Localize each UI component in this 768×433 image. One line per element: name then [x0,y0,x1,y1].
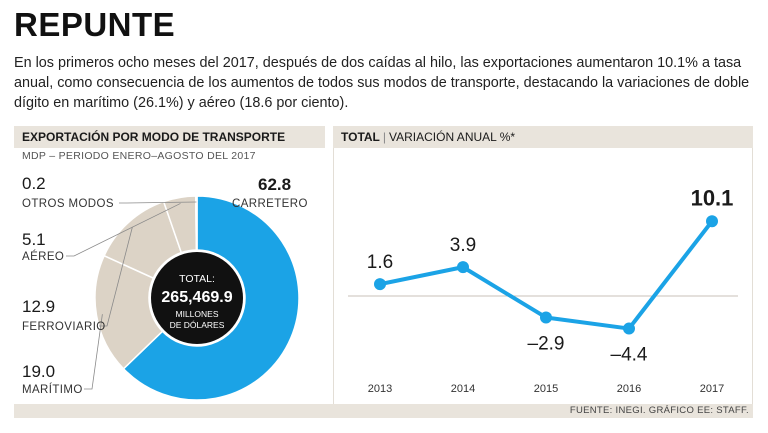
data-label-2016: –4.4 [611,345,648,366]
donut-value-label: 12.9 [22,297,55,316]
donut-slice-mar-timo [94,254,164,370]
donut-leader-line [99,226,133,327]
donut-leader-line [84,314,103,390]
donut-slice-carretero [122,195,300,401]
source-credit: FUENTE: INEGI. GRÁFICO EE: STAFF. [569,405,749,416]
line-chart-panel: 1.6 2013 3.9 2014 –2.9 2015 –4.4 2016 10.1 2017 [333,148,753,404]
x-tick-2016: 2016 [617,383,641,395]
total-unit-line1: MILLONES [176,309,219,319]
data-point-2014 [457,261,469,274]
donut-value-label: 5.1 [22,230,46,249]
donut-value-label: 62.8 [258,175,291,194]
data-point-2013 [374,278,386,291]
donut-chart: 62.8 CARRETERO 19.0 MARÍTIMO 12.9 FERROVIARIO… [22,174,308,401]
donut-panel-subtitle: MDP – PERIODO ENERO–AGOSTO DEL 2017 [22,150,256,162]
total-unit-line2: DE DÓLARES [170,320,225,330]
donut-category-label: FERROVIARIO [22,321,106,333]
total-label: TOTAL: [179,273,215,285]
line-chart: 1.6 2013 3.9 2014 –2.9 2015 –4.4 2016 10.1 2017 [348,185,738,395]
x-tick-2013: 2013 [368,383,392,395]
donut-leader-line [66,203,181,257]
donut-category-label: CARRETERO [232,198,308,210]
page-title: REPUNTE [14,6,176,43]
x-tick-2014: 2014 [451,383,475,395]
line-panel-subtitle: VARIACIÓN ANUAL %* [389,130,516,144]
data-point-2016 [623,322,635,335]
donut-leader-line [119,201,197,204]
total-value: 265,469.9 [161,289,232,306]
data-point-2015 [540,311,552,324]
data-label-2014: 3.9 [450,235,476,256]
donut-slice-otros-modos [194,195,198,251]
data-label-2013: 1.6 [367,252,393,273]
donut-center-disk [151,252,243,344]
data-label-2017: 10.1 [691,185,734,210]
x-tick-2015: 2015 [534,383,558,395]
donut-value-label: 0.2 [22,174,46,193]
donut-panel-header: EXPORTACIÓN POR MODO DE TRANSPORTE [14,126,325,148]
line-panel-separator: | [382,130,387,144]
data-label-2015: –2.9 [528,333,565,354]
x-tick-2017: 2017 [700,383,724,395]
data-point-2017 [706,215,718,228]
line-panel-title: TOTAL [341,130,380,144]
footer-bar: FUENTE: INEGI. GRÁFICO EE: STAFF. [14,404,753,418]
donut-value-label: 19.0 [22,362,55,381]
donut-category-label: AÉREO [22,250,64,263]
donut-category-label: OTROS MODOS [22,198,114,210]
intro-text: En los primeros ocho meses del 2017, des… [14,55,750,111]
donut-panel-title: EXPORTACIÓN POR MODO DE TRANSPORTE [22,130,286,144]
line-panel-header: TOTAL | VARIACIÓN ANUAL %* [333,126,753,148]
donut-category-label: MARÍTIMO [22,383,83,396]
